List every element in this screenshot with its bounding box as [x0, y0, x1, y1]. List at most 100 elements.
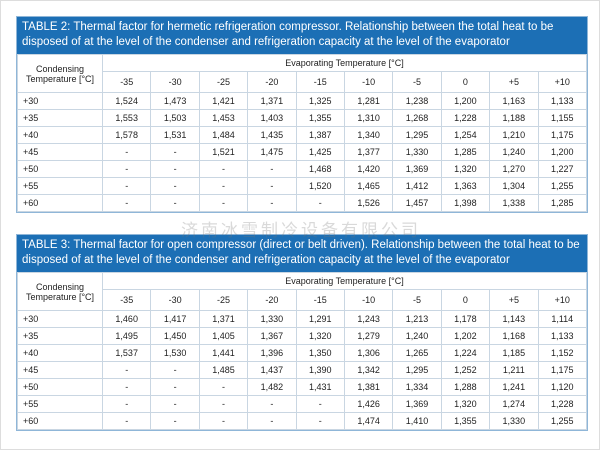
- row-header: Condensing Temperature [°C]: [17, 272, 103, 311]
- cell: 1,240: [489, 143, 539, 161]
- cell: 1,431: [295, 378, 345, 396]
- cell: 1,398: [440, 194, 491, 212]
- cell: 1,350: [295, 344, 345, 362]
- cell: 1,474: [343, 412, 394, 430]
- cell: 1,537: [101, 344, 152, 362]
- cell: 1,228: [537, 395, 588, 413]
- cell: -: [150, 395, 200, 413]
- cell: 1,421: [198, 92, 249, 110]
- cell: 1,295: [392, 126, 442, 144]
- cell: 1,503: [150, 109, 200, 127]
- cell: 1,211: [489, 361, 539, 379]
- table-row: +45- -1,521 1,475 1,425 1,377 1,330 1,285 1,240…: [17, 143, 588, 161]
- cell: 1,200: [537, 143, 588, 161]
- column-header: +5: [489, 71, 539, 93]
- cell: 1,377: [343, 143, 394, 161]
- cell: 1,531: [150, 126, 200, 144]
- cell: 1,210: [489, 126, 539, 144]
- table-row: +50- - -1,482 1,431 1,381 1,334 1,288 1,241 1,12…: [17, 378, 588, 396]
- cell: 1,475: [247, 143, 297, 161]
- cell: 1,291: [295, 310, 345, 328]
- cell: -: [198, 177, 249, 195]
- cell: 1,254: [440, 126, 491, 144]
- cell: 1,279: [343, 327, 394, 345]
- cell: 1,453: [198, 109, 249, 127]
- cell: 1,320: [440, 395, 491, 413]
- cell: -: [101, 143, 152, 161]
- watermark: 济南冰雪制冷设备有限公司: [181, 221, 421, 241]
- cell: 1,185: [489, 344, 539, 362]
- column-header: -10: [343, 71, 394, 93]
- column-header: -30: [150, 71, 200, 93]
- data-table: Condensing Temperature [°C] Evaporating T…: [17, 54, 588, 212]
- cell: 1,241: [489, 378, 539, 396]
- cell: -: [150, 412, 200, 430]
- table-block: TABLE 3: Thermal factor for open compres…: [16, 234, 588, 431]
- cell: -: [198, 160, 249, 178]
- cell: 1,120: [537, 378, 588, 396]
- cell: 1,114: [537, 310, 588, 328]
- cell: 1,417: [150, 310, 200, 328]
- cell: 1,175: [537, 361, 588, 379]
- cell: 1,367: [247, 327, 297, 345]
- cell: -: [247, 395, 297, 413]
- cell: 1,340: [343, 126, 394, 144]
- cell: 1,320: [295, 327, 345, 345]
- cell: 1,578: [101, 126, 152, 144]
- cell: 1,530: [150, 344, 200, 362]
- cell: -: [150, 194, 200, 212]
- row-label: +30: [17, 310, 103, 328]
- table-row: +30 1,524 1,473 1,421 1,371 1,325 1,281 1,238 1,…: [17, 92, 588, 110]
- cell: 1,334: [392, 378, 442, 396]
- cell: 1,252: [440, 361, 491, 379]
- cell: 1,133: [537, 92, 588, 110]
- cell: 1,281: [343, 92, 394, 110]
- cell: 1,306: [343, 344, 394, 362]
- cell: 1,435: [247, 126, 297, 144]
- cell: 1,495: [101, 327, 152, 345]
- table-row: +60- - - - -1,474 1,410 1,355 1,330 1,255: [17, 412, 588, 430]
- table-row: +40 1,578 1,531 1,484 1,435 1,387 1,340 1,295 1,…: [17, 126, 588, 144]
- cell: -: [150, 160, 200, 178]
- cell: 1,412: [392, 177, 442, 195]
- data-table: Condensing Temperature [°C] Evaporating T…: [17, 272, 588, 430]
- cell: -: [150, 143, 200, 161]
- cell: 1,304: [489, 177, 539, 195]
- cell: -: [198, 378, 249, 396]
- table-row: +60- - - - -1,526 1,457 1,398 1,338 1,285: [17, 194, 588, 212]
- cell: 1,426: [343, 395, 394, 413]
- cell: 1,178: [440, 310, 491, 328]
- cell: 1,255: [537, 412, 588, 430]
- table-row: +35 1,553 1,503 1,453 1,403 1,355 1,310 1,268 1,…: [17, 109, 588, 127]
- cell: 1,485: [198, 361, 249, 379]
- column-header: -35: [101, 289, 152, 311]
- table-row: +30 1,460 1,417 1,371 1,330 1,291 1,243 1,213 1,…: [17, 310, 588, 328]
- table-row: +55- - - - -1,426 1,369 1,320 1,274 1,228: [17, 395, 588, 413]
- cell: -: [101, 378, 152, 396]
- cell: 1,520: [295, 177, 345, 195]
- header-row: -35 -30 -25 -20 -15 -10 -5 0 +5 +10: [18, 289, 588, 311]
- cell: 1,213: [392, 310, 442, 328]
- cell: 1,330: [247, 310, 297, 328]
- header-row: Condensing Temperature [°C] Evaporating T…: [17, 54, 587, 93]
- cell: -: [247, 412, 297, 430]
- cell: 1,390: [295, 361, 345, 379]
- cell: 1,342: [343, 361, 394, 379]
- column-header: -25: [198, 71, 249, 93]
- cell: 1,403: [247, 109, 297, 127]
- row-label: +55: [17, 395, 103, 413]
- table-row: +35 1,495 1,450 1,405 1,367 1,320 1,279 1,240 1,…: [17, 327, 588, 345]
- cell: 1,295: [392, 361, 442, 379]
- cell: -: [295, 194, 345, 212]
- cell: 1,521: [198, 143, 249, 161]
- table-row: +55- - - -1,520 1,465 1,412 1,363 1,304 1,255: [17, 177, 588, 195]
- column-header: -5: [392, 71, 442, 93]
- column-header: -20: [247, 289, 297, 311]
- cell: 1,482: [247, 378, 297, 396]
- column-header: -25: [198, 289, 249, 311]
- column-header: +5: [489, 289, 539, 311]
- cell: 1,200: [440, 92, 491, 110]
- table-title: TABLE 3: Thermal factor for open compres…: [17, 235, 587, 272]
